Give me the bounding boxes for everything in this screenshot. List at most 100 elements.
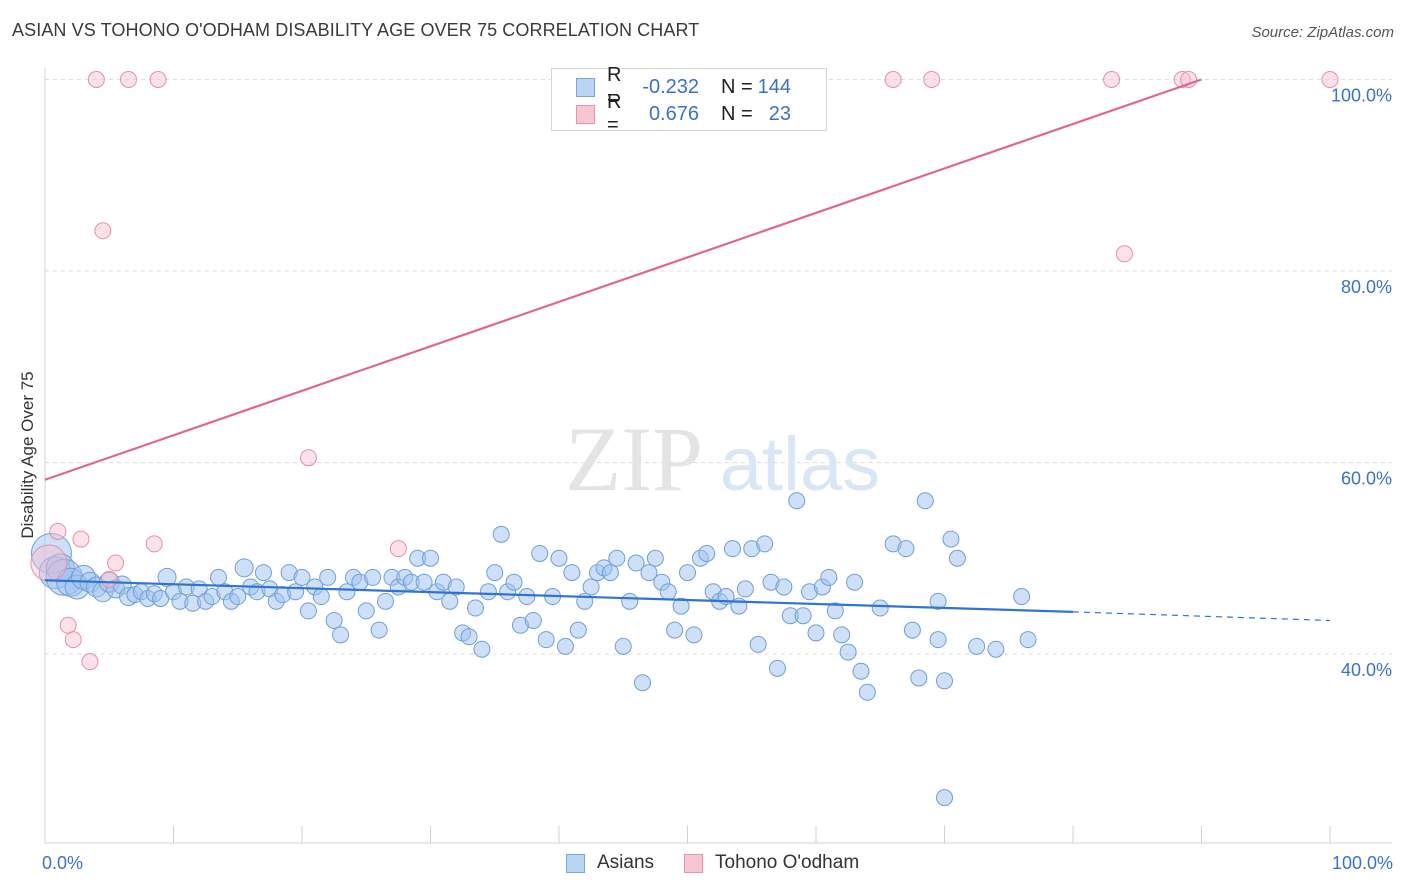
asian-point	[936, 789, 953, 807]
y-tick-labels: 40.0% 60.0% 80.0% 100.0%	[1331, 86, 1392, 681]
asian-point	[775, 578, 793, 596]
asian-point	[234, 558, 254, 578]
asian-point	[422, 549, 439, 567]
asian-point	[736, 580, 754, 598]
legend-r-label: R =	[607, 64, 622, 109]
asian-point	[788, 492, 806, 510]
asian-point	[820, 568, 838, 586]
asian-point	[486, 564, 504, 582]
asian-point	[441, 592, 459, 610]
asian-point	[1019, 631, 1037, 649]
asian-point	[370, 621, 388, 639]
asian-point	[479, 583, 497, 601]
tohono-point	[100, 570, 118, 588]
asian-point	[460, 628, 478, 646]
asian-point	[634, 674, 652, 692]
tohono-point	[923, 71, 941, 88]
asian-point	[473, 640, 491, 658]
legend-n-value: 144	[757, 75, 791, 98]
series-tohono-oodham	[30, 71, 1339, 671]
tohono-point	[299, 449, 317, 467]
asian-point	[524, 611, 542, 629]
asian-point	[659, 583, 677, 601]
asian-point	[518, 588, 536, 606]
asian-point	[826, 602, 844, 620]
legend-item-tohono: Tohono O'odham	[684, 852, 859, 874]
chart-title: ASIAN VS TOHONO O'ODHAM DISABILITY AGE O…	[12, 20, 700, 40]
asian-point	[666, 621, 684, 639]
tohono-point	[884, 71, 902, 88]
asian-point	[756, 535, 774, 553]
asian-point	[357, 602, 375, 620]
asian-point	[299, 602, 317, 620]
tohono-point	[389, 540, 407, 558]
tohono-point	[94, 222, 112, 240]
asian-point	[646, 549, 664, 567]
legend-n-value: 23	[768, 102, 791, 125]
tohono-point	[1115, 245, 1133, 263]
legend-r-value: 0.676	[648, 102, 699, 125]
asian-point	[942, 530, 960, 548]
y-tick-label: 60.0%	[1341, 469, 1392, 489]
trend-lines	[44, 78, 1331, 622]
x-tick-label: 0.0%	[42, 853, 83, 873]
asian-point	[415, 573, 433, 591]
legend-item-asians: Asians	[566, 852, 654, 874]
x-tick-label: 100.0%	[1332, 853, 1393, 873]
legend-n-label: N =	[721, 75, 753, 98]
asian-point	[614, 637, 632, 655]
axes	[44, 68, 1392, 844]
tohono-point	[87, 71, 105, 88]
x-tick-labels: 0.0% 100.0%	[42, 853, 1393, 873]
legend-swatch-asians	[576, 77, 595, 97]
asian-point	[447, 578, 465, 596]
asian-point	[569, 621, 587, 639]
correlation-legend: R = -0.232 N = 144 R = 0.676 N = 23	[551, 64, 827, 136]
watermark: ZIP atlas	[565, 408, 880, 510]
asian-point	[364, 568, 382, 586]
legend-swatch-tohono	[684, 853, 704, 873]
watermark-atlas: atlas	[720, 422, 881, 507]
asian-point	[254, 564, 272, 582]
asian-point	[768, 659, 786, 677]
asian-point	[582, 578, 600, 596]
asian-point	[492, 525, 510, 543]
tohono-point	[64, 631, 82, 649]
asian-point	[968, 637, 986, 655]
asian-point	[846, 573, 864, 591]
tohono-point	[72, 530, 90, 548]
tohono-point	[1173, 71, 1191, 88]
asian-point	[871, 599, 889, 617]
asian-point	[319, 568, 337, 586]
tohono-trend-line	[44, 78, 1202, 481]
tohono-point	[1103, 71, 1121, 88]
asian-point	[749, 635, 767, 653]
asian-point	[916, 492, 934, 510]
legend-n-label: N =	[721, 102, 753, 125]
chart-source: Source: ZipAtlas.com	[1251, 24, 1394, 41]
asian-trend-extrapolation	[1072, 611, 1331, 622]
asian-point	[929, 631, 947, 649]
asian-point	[338, 583, 356, 601]
asian-point	[698, 544, 716, 562]
asian-point	[563, 564, 581, 582]
asian-point	[685, 626, 703, 644]
asian-point	[936, 672, 953, 690]
asian-point	[1013, 588, 1031, 606]
asian-point	[229, 588, 247, 606]
asian-point	[903, 621, 921, 639]
asian-point	[293, 568, 311, 586]
asian-point	[807, 624, 825, 642]
asian-point	[679, 564, 696, 582]
legend-swatch-asians	[566, 853, 585, 873]
y-tick-label: 100.0%	[1331, 86, 1392, 106]
legend-label-tohono: Tohono O'odham	[715, 852, 860, 873]
asian-point	[948, 549, 966, 567]
legend-r-value: -0.232	[642, 75, 699, 98]
asian-point	[550, 549, 568, 567]
tohono-point	[30, 544, 68, 582]
y-tick-label: 40.0%	[1341, 660, 1392, 680]
asian-point	[531, 544, 549, 562]
asian-point	[621, 592, 639, 610]
